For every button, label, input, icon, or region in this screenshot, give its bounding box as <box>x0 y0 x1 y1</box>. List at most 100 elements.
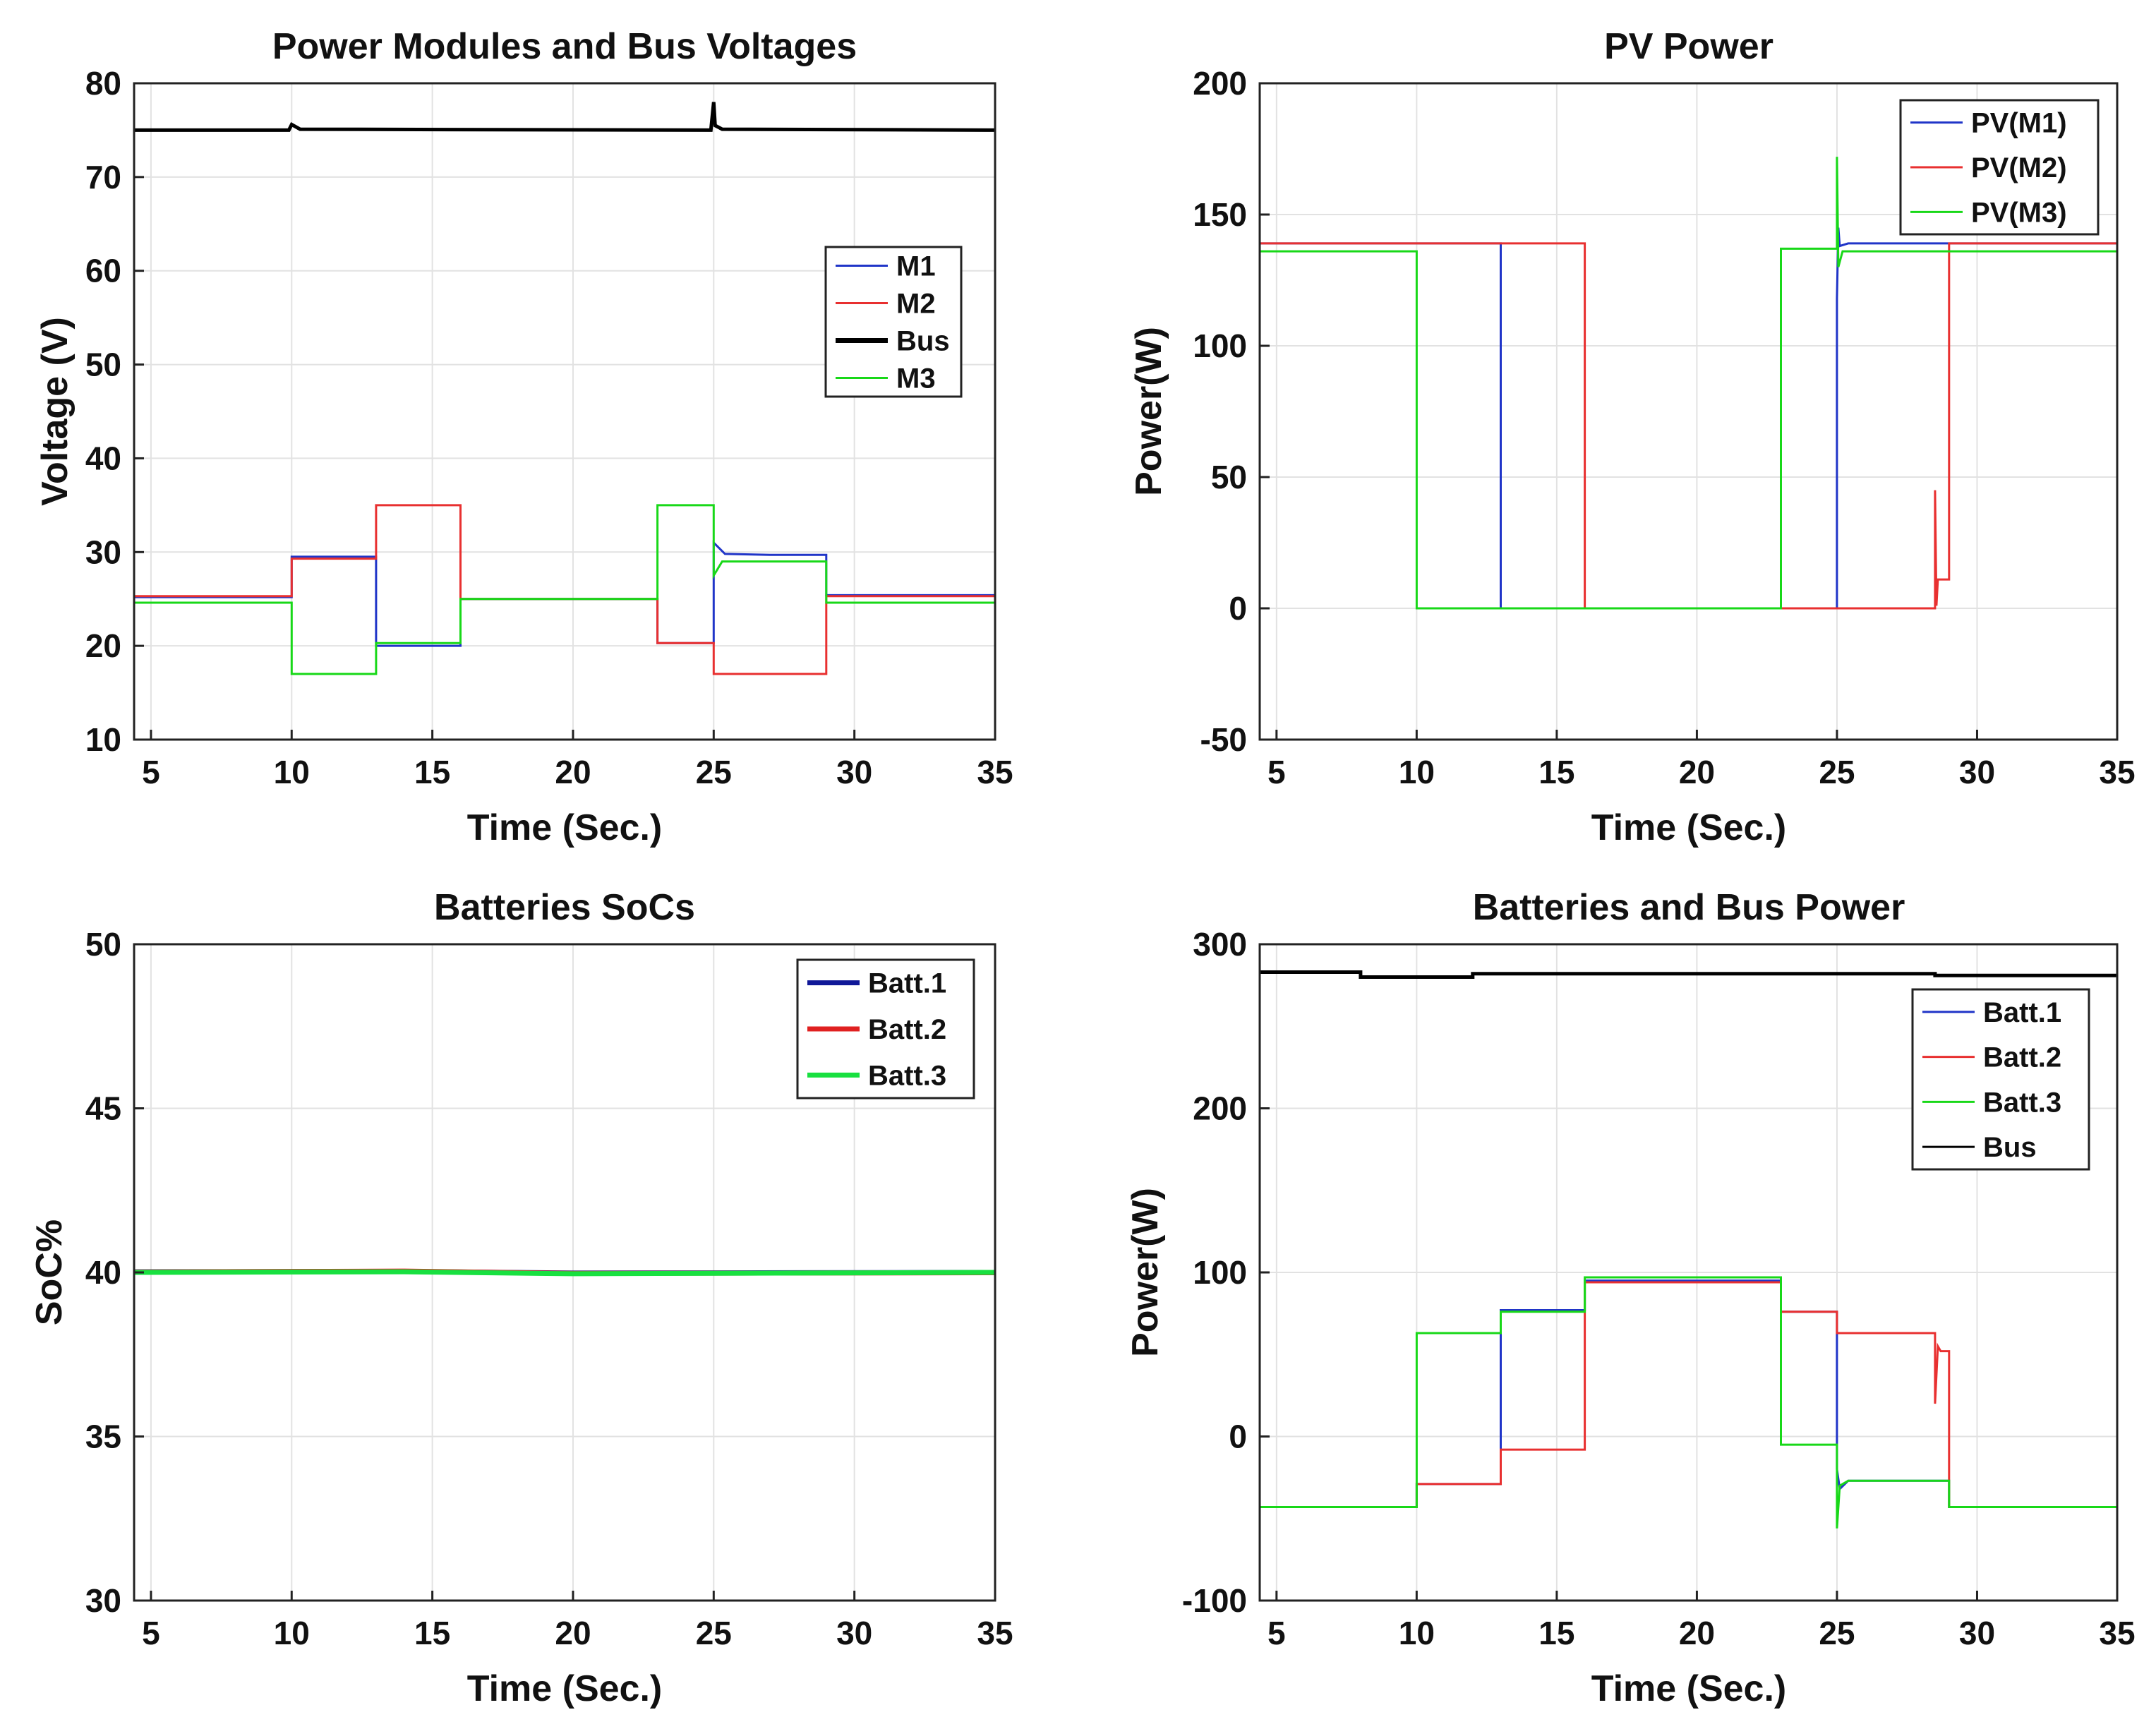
y-tick-label: 100 <box>1193 327 1247 364</box>
y-axis-label: Voltage (V) <box>35 317 76 506</box>
x-tick-label: 25 <box>1819 1615 1855 1651</box>
x-tick-label: 35 <box>977 1615 1013 1651</box>
y-tick-label: 50 <box>85 347 121 383</box>
x-tick-label: 15 <box>1538 1615 1574 1651</box>
x-tick-label: 25 <box>696 1615 732 1651</box>
legend-label-bus: Bus <box>1983 1132 2037 1163</box>
x-axis-label: Time (Sec.) <box>1591 807 1786 848</box>
y-tick-label: 60 <box>85 253 121 289</box>
legend: Batt.1 Batt.2 Batt.3 Bus <box>1911 988 2090 1171</box>
y-tick-label: 300 <box>1193 926 1247 963</box>
ticks: 5 10 15 20 25 30 35 -100 0 100 200 300 <box>1182 926 2136 1651</box>
series-layer <box>133 1268 996 1277</box>
x-tick-label: 10 <box>1399 1615 1435 1651</box>
legend: Batt.1 Batt.2 Batt.3 <box>796 958 975 1100</box>
legend-box <box>824 246 963 398</box>
y-axis-label: Power(W) <box>1125 1188 1166 1357</box>
chart-title: Power Modules and Bus Voltages <box>272 26 857 67</box>
series-line-m3 <box>134 504 995 675</box>
legend-label-batt-1: Batt.1 <box>1983 997 2061 1028</box>
series-layer <box>1260 970 2117 1529</box>
y-tick-label: 200 <box>1193 65 1247 102</box>
x-tick-label: 30 <box>836 1615 872 1651</box>
y-axis-label: SoC% <box>29 1219 70 1325</box>
x-tick-label: 15 <box>414 754 450 790</box>
grid <box>134 83 996 740</box>
y-tick-label: 30 <box>85 1582 121 1619</box>
ticks: 5 10 15 20 25 30 35 -50 0 50 100 150 200 <box>1193 65 2135 790</box>
series-line-batt-1 <box>1260 1279 2117 1508</box>
x-tick-label: 15 <box>414 1615 450 1651</box>
x-axis-label: Time (Sec.) <box>467 807 662 848</box>
y-tick-label: 10 <box>85 721 121 758</box>
series-line-batt-2 <box>1260 1281 2117 1508</box>
legend-label-batt-3: Batt.3 <box>1983 1087 2061 1118</box>
chart-title: PV Power <box>1604 26 1773 67</box>
y-tick-label: 0 <box>1229 1418 1247 1455</box>
series-line-bus <box>1260 970 2117 979</box>
y-tick-label: 40 <box>85 1254 121 1291</box>
y-tick-label: 50 <box>85 926 121 963</box>
plot-frame <box>133 82 996 741</box>
y-tick-label: 80 <box>85 65 121 102</box>
y-tick-label: -50 <box>1200 721 1247 758</box>
x-tick-label: 20 <box>555 1615 591 1651</box>
y-tick-label: 35 <box>85 1418 121 1455</box>
legend-label-pv-m1: PV(M1) <box>1971 108 2067 139</box>
panel-pv-power: 5 10 15 20 25 30 35 -50 0 50 100 150 200 PV Power Ti… <box>1128 26 2136 848</box>
y-tick-label: -100 <box>1182 1582 1247 1619</box>
chart-title: Batteries and Bus Power <box>1473 887 1905 928</box>
series-line-pv-m1 <box>1260 227 2117 610</box>
y-tick-label: 100 <box>1193 1254 1247 1291</box>
legend-label-pv-m3: PV(M3) <box>1971 197 2067 228</box>
x-tick-label: 20 <box>555 754 591 790</box>
y-tick-label: 30 <box>85 534 121 570</box>
ticks: 5 10 15 20 25 30 35 10 20 30 40 50 60 70 80 <box>85 65 1013 790</box>
legend-label-m3: M3 <box>896 363 936 394</box>
legend-label-batt-1: Batt.1 <box>868 968 946 999</box>
series-line-pv-m2 <box>1260 242 2117 610</box>
y-tick-label: 40 <box>85 440 121 476</box>
panel-battery-soc: 5 10 15 20 25 30 35 30 35 40 45 50 Batteries SoCs T… <box>29 887 1013 1709</box>
x-axis-label: Time (Sec.) <box>467 1668 662 1709</box>
series-line-batt-3 <box>1260 1276 2117 1529</box>
series-layer <box>134 102 996 675</box>
y-tick-label: 0 <box>1229 590 1247 627</box>
panel-battery-bus-power: 5 10 15 20 25 30 35 -100 0 100 200 300 Batteries an… <box>1125 887 2136 1709</box>
legend-label-bus: Bus <box>896 326 950 357</box>
x-tick-label: 5 <box>1267 754 1286 790</box>
x-tick-label: 5 <box>142 754 160 790</box>
x-tick-label: 25 <box>696 754 732 790</box>
panel-voltages: 5 10 15 20 25 30 35 10 20 30 40 50 60 70 80 Power Modu… <box>35 26 1013 848</box>
x-tick-label: 35 <box>2099 1615 2135 1651</box>
legend-label-batt-3: Batt.3 <box>868 1060 946 1091</box>
x-tick-label: 30 <box>1959 754 1995 790</box>
chart-title: Batteries SoCs <box>434 887 695 928</box>
x-tick-label: 10 <box>274 754 310 790</box>
ticks: 5 10 15 20 25 30 35 30 35 40 45 50 <box>85 926 1013 1651</box>
series-line-m2 <box>134 504 995 675</box>
x-tick-label: 10 <box>1399 754 1435 790</box>
legend-label-m1: M1 <box>896 251 936 282</box>
y-tick-label: 200 <box>1193 1090 1247 1127</box>
y-tick-label: 50 <box>1211 459 1247 495</box>
y-tick-label: 70 <box>85 159 121 195</box>
series-line-bus <box>134 102 996 132</box>
series-line-m1 <box>134 540 995 647</box>
y-tick-label: 20 <box>85 627 121 664</box>
x-tick-label: 30 <box>836 754 872 790</box>
legend-label-batt-2: Batt.2 <box>1983 1042 2061 1073</box>
series-line-batt-3 <box>133 1269 996 1277</box>
plot-frame <box>1258 82 2119 741</box>
legend: PV(M1) PV(M2) PV(M3) <box>1899 99 2100 236</box>
x-tick-label: 10 <box>274 1615 310 1651</box>
legend-box <box>1911 988 2090 1171</box>
x-tick-label: 25 <box>1819 754 1855 790</box>
x-axis-label: Time (Sec.) <box>1591 1668 1786 1709</box>
x-tick-label: 15 <box>1538 754 1574 790</box>
legend-label-batt-2: Batt.2 <box>868 1014 946 1045</box>
y-tick-label: 45 <box>85 1090 121 1127</box>
y-axis-label: Power(W) <box>1128 327 1169 496</box>
series-line-pv-m3 <box>1260 157 2117 610</box>
